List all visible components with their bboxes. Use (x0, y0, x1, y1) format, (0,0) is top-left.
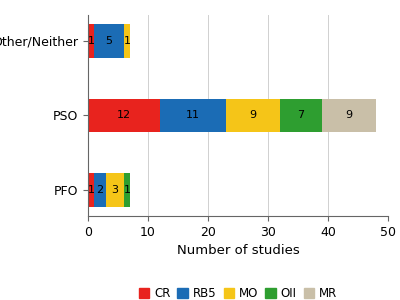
Legend: CR, RB5, MO, OII, MR: CR, RB5, MO, OII, MR (134, 282, 342, 300)
Text: 1: 1 (88, 185, 94, 195)
Text: 12: 12 (117, 110, 131, 121)
Text: 3: 3 (112, 185, 118, 195)
Bar (124, 24, 130, 58)
Bar (280, 99, 322, 132)
Bar (88, 99, 160, 132)
Text: 9: 9 (250, 110, 256, 121)
Text: 2: 2 (96, 185, 104, 195)
Text: 1: 1 (124, 36, 130, 46)
X-axis label: Number of studies: Number of studies (177, 244, 299, 257)
Bar (124, 173, 130, 207)
Bar (322, 99, 376, 132)
Text: 1: 1 (124, 185, 130, 195)
Text: 1: 1 (88, 36, 94, 46)
Text: 9: 9 (346, 110, 352, 121)
Bar (94, 173, 106, 207)
Bar (88, 173, 94, 207)
Text: 7: 7 (298, 110, 304, 121)
Text: 5: 5 (106, 36, 112, 46)
Bar (106, 173, 124, 207)
Text: 11: 11 (186, 110, 200, 121)
Bar (94, 24, 124, 58)
Bar (88, 24, 94, 58)
Bar (160, 99, 226, 132)
Bar (226, 99, 280, 132)
